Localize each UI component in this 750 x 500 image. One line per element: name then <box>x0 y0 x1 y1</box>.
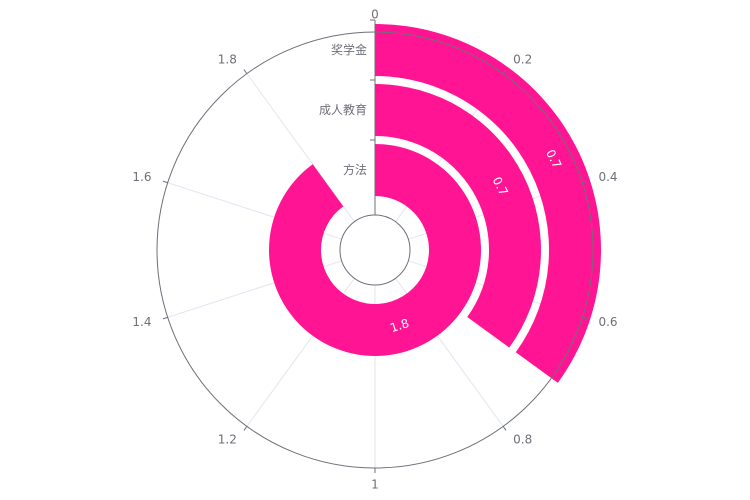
bar-2[interactable] <box>375 84 542 348</box>
category-label: 方法 <box>343 162 367 177</box>
angle-tick <box>502 69 507 74</box>
angle-tick <box>243 69 248 74</box>
angle-tick-label: 1.2 <box>218 433 237 447</box>
bar-1[interactable] <box>269 144 481 356</box>
angle-tick-label: 0.4 <box>598 170 617 184</box>
angle-tick-label: 1.8 <box>218 52 237 66</box>
angle-tick <box>243 426 248 431</box>
angle-tick <box>582 316 588 320</box>
angle-tick-label: 1.6 <box>132 170 151 184</box>
angle-tick <box>162 316 168 320</box>
angle-tick <box>502 426 507 431</box>
bar-layer <box>269 24 601 383</box>
inner-axis-circle <box>339 214 411 286</box>
axis-layer: 0 0.2 0.4 0.6 0.8 1 1.2 1.4 1.6 1.8 <box>132 8 617 492</box>
angle-tick-label: 0.8 <box>513 433 532 447</box>
bar-3[interactable] <box>375 24 601 383</box>
data-label: 1.8 <box>388 316 410 335</box>
angle-tick-label: 1.4 <box>132 315 151 329</box>
angle-tick <box>582 180 588 184</box>
grid-line <box>246 73 355 222</box>
angle-tick-label: 0.2 <box>513 52 532 66</box>
category-label: 成人教育 <box>319 102 367 117</box>
angle-tick <box>162 180 168 184</box>
category-label-layer: 方法 成人教育 奖学金 <box>319 42 367 177</box>
category-label: 奖学金 <box>331 42 367 57</box>
angle-tick-label: 1 <box>371 478 379 492</box>
angle-tick-label: 0.6 <box>598 315 617 329</box>
angle-tick-label: 0 <box>371 8 379 22</box>
